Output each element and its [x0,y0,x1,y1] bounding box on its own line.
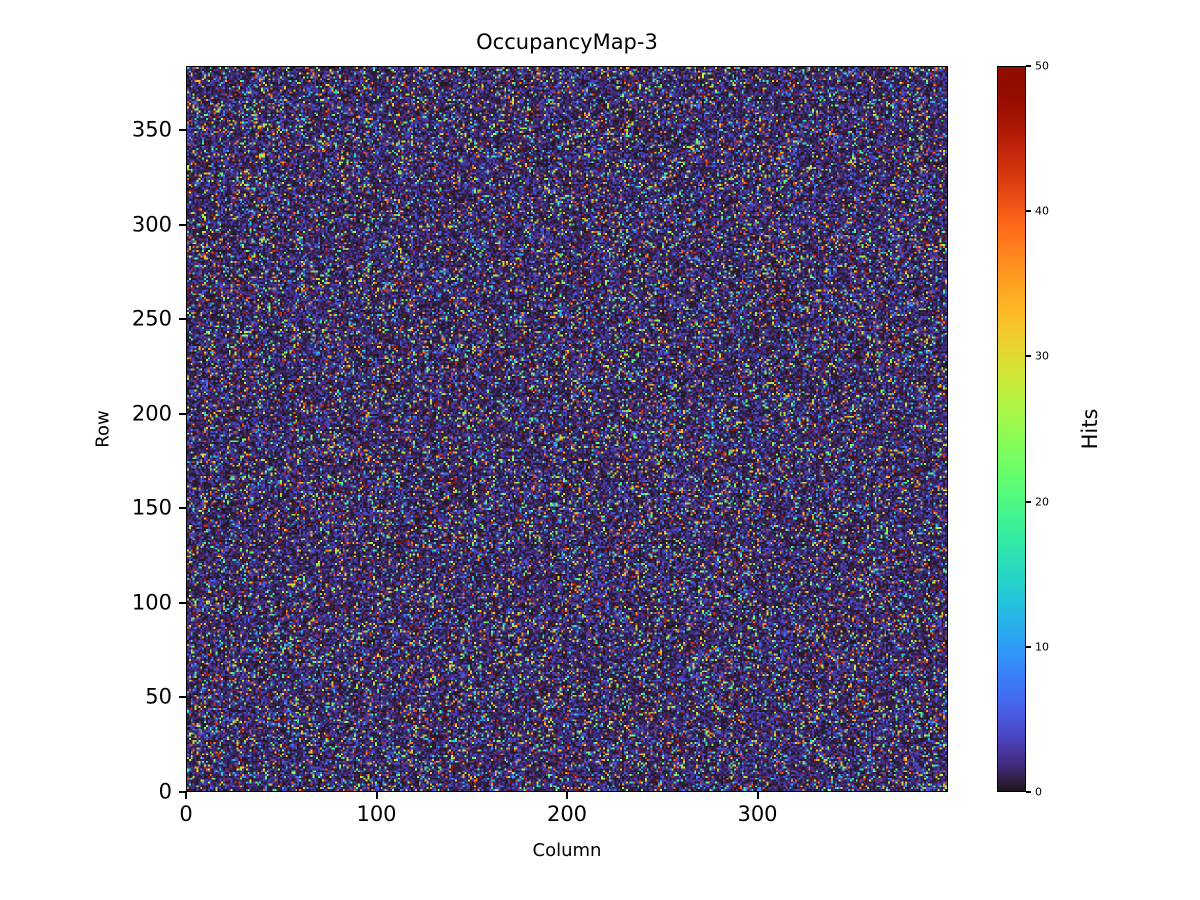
y-tick-label: 250 [131,306,172,331]
x-tick-label: 300 [737,802,778,826]
y-tick-label: 200 [131,401,172,426]
y-tick-mark [179,412,186,415]
y-tick-label: 350 [131,117,172,142]
x-axis-label: Column [532,840,602,861]
y-tick-mark [179,507,186,510]
x-tick-label: 100 [356,802,397,826]
colorbar-tick-mark [1026,65,1031,67]
colorbar-tick-mark [1026,210,1031,213]
x-tick-mark [756,792,759,799]
y-tick-mark [179,696,186,699]
y-tick-label: 150 [131,495,172,520]
heatmap-canvas [187,67,947,791]
colorbar-tick-mark [1026,645,1031,648]
y-tick-mark [179,129,186,132]
y-tick-mark [179,791,186,793]
x-tick-mark [375,792,378,799]
colorbar-tick-mark [1026,500,1031,503]
colorbar-tick-label: 50 [1035,59,1049,73]
y-tick-mark [179,223,186,226]
colorbar-tick-mark [1026,791,1031,793]
y-tick-mark [179,601,186,604]
chart-title: OccupancyMap-3 [476,30,658,54]
colorbar-gradient-canvas [998,67,1025,791]
y-tick-label: 300 [131,212,172,237]
y-tick-mark [179,318,186,321]
y-tick-label: 50 [145,684,172,709]
heatmap-plot [186,66,948,792]
y-tick-label: 0 [158,779,172,804]
colorbar-tick-label: 10 [1035,640,1049,654]
colorbar-tick-mark [1026,355,1031,358]
x-tick-mark [566,792,568,799]
x-tick-label: 200 [546,802,588,826]
x-tick-label: 0 [179,802,193,826]
colorbar-label: Hits [1078,408,1102,450]
colorbar [997,66,1026,792]
colorbar-tick-label: 40 [1035,204,1049,218]
x-tick-mark [185,792,187,799]
colorbar-tick-label: 30 [1035,349,1049,363]
y-tick-label: 100 [131,590,172,615]
colorbar-tick-label: 20 [1035,495,1049,509]
colorbar-tick-label: 0 [1035,785,1042,799]
